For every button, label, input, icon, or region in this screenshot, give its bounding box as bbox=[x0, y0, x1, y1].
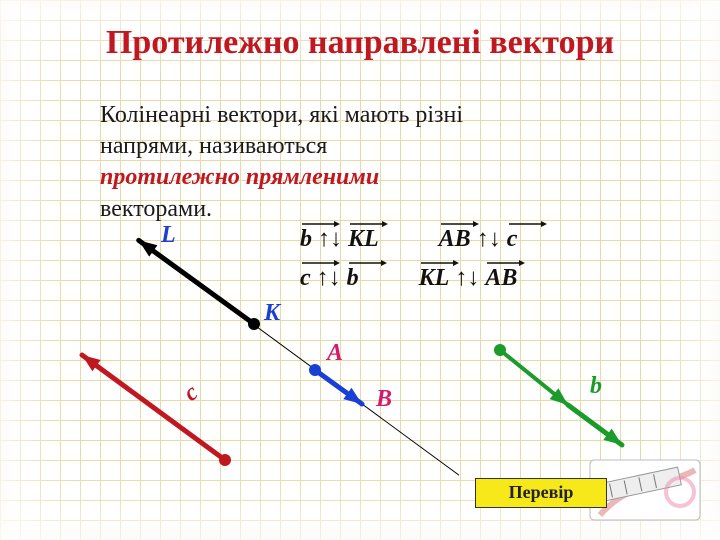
check-button[interactable]: Перевір bbox=[475, 478, 607, 508]
relation-vector: b bbox=[347, 265, 359, 292]
relation-cell: c ↑↓ b bbox=[300, 265, 359, 292]
relation-vector: KL bbox=[348, 226, 379, 253]
relation-cell: KL ↑↓ AB bbox=[419, 265, 518, 292]
relation-vector: AB bbox=[485, 265, 517, 292]
definition-line3: векторами. bbox=[100, 196, 212, 222]
definition-text: Колінеарні вектори, які мають різні напр… bbox=[100, 100, 600, 225]
relation-cell: b ↑↓ KL bbox=[300, 226, 379, 253]
relation-cell: AB ↑↓ c bbox=[439, 226, 518, 253]
relation-symbol: ↑↓ bbox=[312, 226, 348, 252]
relation-vector: AB bbox=[439, 226, 471, 253]
relation-vector: KL bbox=[419, 265, 450, 292]
definition-emph: протилежно прямленими bbox=[100, 164, 379, 190]
relation-vector: b bbox=[300, 226, 312, 253]
definition-line1: Колінеарні вектори, які мають різні bbox=[100, 102, 463, 128]
definition-line2: напрями, називаються bbox=[100, 133, 327, 159]
relation-row: b ↑↓ KL AB ↑↓ c bbox=[300, 226, 577, 253]
relation-symbol: ↑↓ bbox=[471, 226, 507, 252]
relation-vector: c bbox=[507, 226, 518, 253]
relations-block: b ↑↓ KLAB ↑↓ cc ↑↓ bKL ↑↓ AB bbox=[300, 226, 577, 304]
page-title: Протилежно направлені вектори bbox=[0, 24, 720, 62]
relation-row: c ↑↓ b KL ↑↓ AB bbox=[300, 265, 577, 292]
relation-vector: c bbox=[300, 265, 311, 292]
slide: Протилежно направлені вектори Колінеарні… bbox=[0, 0, 720, 540]
relation-symbol: ↑↓ bbox=[311, 265, 347, 291]
relation-symbol: ↑↓ bbox=[449, 265, 485, 291]
